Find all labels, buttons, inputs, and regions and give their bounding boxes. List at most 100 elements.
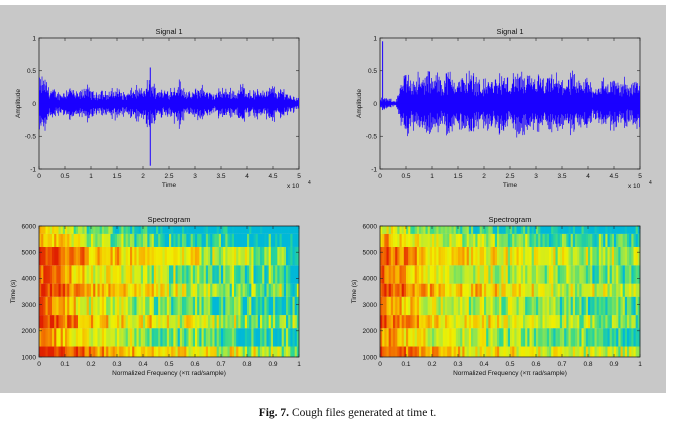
spectrogram-cell	[162, 315, 165, 329]
spectrogram-cell	[58, 346, 61, 357]
spectrogram-cell	[479, 296, 483, 316]
spectrogram-cell	[69, 233, 72, 247]
spectrogram-cell	[523, 283, 526, 297]
spectrogram-cell	[110, 315, 113, 329]
spectrogram-cell	[520, 283, 524, 297]
spectrogram-cell	[184, 346, 187, 357]
spectrogram-cell	[510, 233, 513, 247]
spectrogram-cell	[627, 346, 630, 357]
spectrogram-cell	[408, 283, 411, 297]
spectrogram-cell	[218, 246, 222, 266]
spectrogram-cell	[538, 265, 541, 284]
spectrogram-cell	[93, 328, 96, 347]
spectrogram-cell	[501, 233, 504, 247]
spectrogram-cell	[273, 226, 276, 234]
spectrogram-cell	[486, 283, 489, 297]
spectrogram-cell	[43, 226, 46, 234]
spectrogram-cell	[173, 328, 176, 347]
spectrogram-cell	[275, 246, 278, 266]
spectrogram-cell	[39, 265, 42, 284]
spectrogram-cell	[414, 315, 418, 329]
spectrogram-cell	[627, 265, 630, 284]
spectrogram-cell	[41, 328, 44, 347]
spectrogram-cell	[197, 226, 200, 234]
spectrogram-cell	[464, 246, 467, 266]
spectrogram-cell	[551, 233, 554, 247]
spectrogram-cell	[106, 346, 109, 357]
y-tick-label: 0.5	[27, 68, 36, 75]
spectrogram-cell	[403, 246, 407, 266]
spectrogram-cell	[427, 346, 431, 357]
spectrogram-cell	[110, 226, 113, 234]
spectrogram-cell	[588, 283, 591, 297]
spectrogram-cell	[512, 315, 515, 329]
spectrogram-cell	[436, 233, 439, 247]
spectrogram-cell	[583, 233, 587, 247]
spectrogram-cell	[104, 265, 107, 284]
spectrogram-cell	[416, 346, 420, 357]
spectrogram-cell	[492, 226, 496, 234]
spectrogram-cell	[41, 296, 44, 316]
spectrogram-cell	[594, 283, 597, 297]
spectrogram-cell	[225, 233, 228, 247]
spectrogram-cell	[286, 296, 289, 316]
spectrogram-cell	[234, 346, 237, 357]
spectrogram-cell	[117, 315, 120, 329]
spectrogram-cell	[62, 283, 66, 297]
spectrogram-cell	[182, 346, 185, 357]
spectrogram-cell	[134, 346, 137, 357]
spectrogram-cell	[432, 226, 435, 234]
spectrogram-cell	[277, 346, 280, 357]
spectrogram-cell	[421, 328, 424, 347]
spectrogram-cell	[290, 233, 293, 247]
spectrogram-cell	[88, 315, 92, 329]
spectrogram-cell	[39, 246, 42, 266]
spectrogram-cell	[166, 226, 170, 234]
spectrogram-cell	[616, 283, 619, 297]
spectrogram-cell	[434, 226, 437, 234]
spectrogram-cell	[249, 283, 252, 297]
spectrogram-cell	[445, 226, 448, 234]
y-axis-label: Time (s)	[10, 280, 17, 304]
spectrogram-cell	[212, 226, 215, 234]
spectrogram-cell	[117, 246, 120, 266]
spectrogram-cell	[260, 315, 263, 329]
spectrogram-cell	[399, 265, 402, 284]
spectrogram-cell	[484, 328, 487, 347]
spectrogram-cell	[62, 246, 66, 266]
spectrogram-cell	[134, 265, 137, 284]
spectrogram-cell	[160, 226, 163, 234]
spectrogram-cell	[596, 265, 600, 284]
spectrogram-cell	[432, 296, 435, 316]
spectrogram-cell	[499, 246, 502, 266]
spectrogram-cell	[240, 246, 243, 266]
spectrogram-cell	[486, 296, 489, 316]
spectrogram-cell	[249, 233, 252, 247]
spectrogram-cell	[84, 296, 87, 316]
spectrogram-cell	[401, 346, 405, 357]
x-tick-label: 0.7	[557, 361, 566, 368]
spectrogram-cell	[458, 346, 461, 357]
spectrogram-cell	[477, 328, 480, 347]
spectrogram-cell	[390, 265, 394, 284]
spectrogram-cell	[410, 226, 413, 234]
spectrogram-cell	[223, 315, 226, 329]
spectrogram-cell	[296, 246, 300, 266]
spectrogram-cell	[403, 233, 407, 247]
spectrogram-cell	[216, 296, 220, 316]
spectrogram-cell	[505, 315, 509, 329]
spectrogram-cell	[497, 346, 500, 357]
spectrogram-cell	[108, 296, 111, 316]
spectrogram-cell	[633, 328, 636, 347]
spectrogram-cell	[156, 328, 159, 347]
spectrogram-cell	[119, 346, 122, 357]
spectrogram-cell	[143, 296, 146, 316]
spectrogram-cell	[179, 315, 183, 329]
spectrogram-cell	[568, 315, 571, 329]
spectrogram-cell	[290, 315, 293, 329]
spectrogram-cell	[449, 315, 452, 329]
spectrogram-cell	[179, 246, 183, 266]
spectrogram-cell	[386, 226, 389, 234]
spectrogram-cell	[201, 346, 204, 357]
spectrogram-cell	[536, 246, 539, 266]
